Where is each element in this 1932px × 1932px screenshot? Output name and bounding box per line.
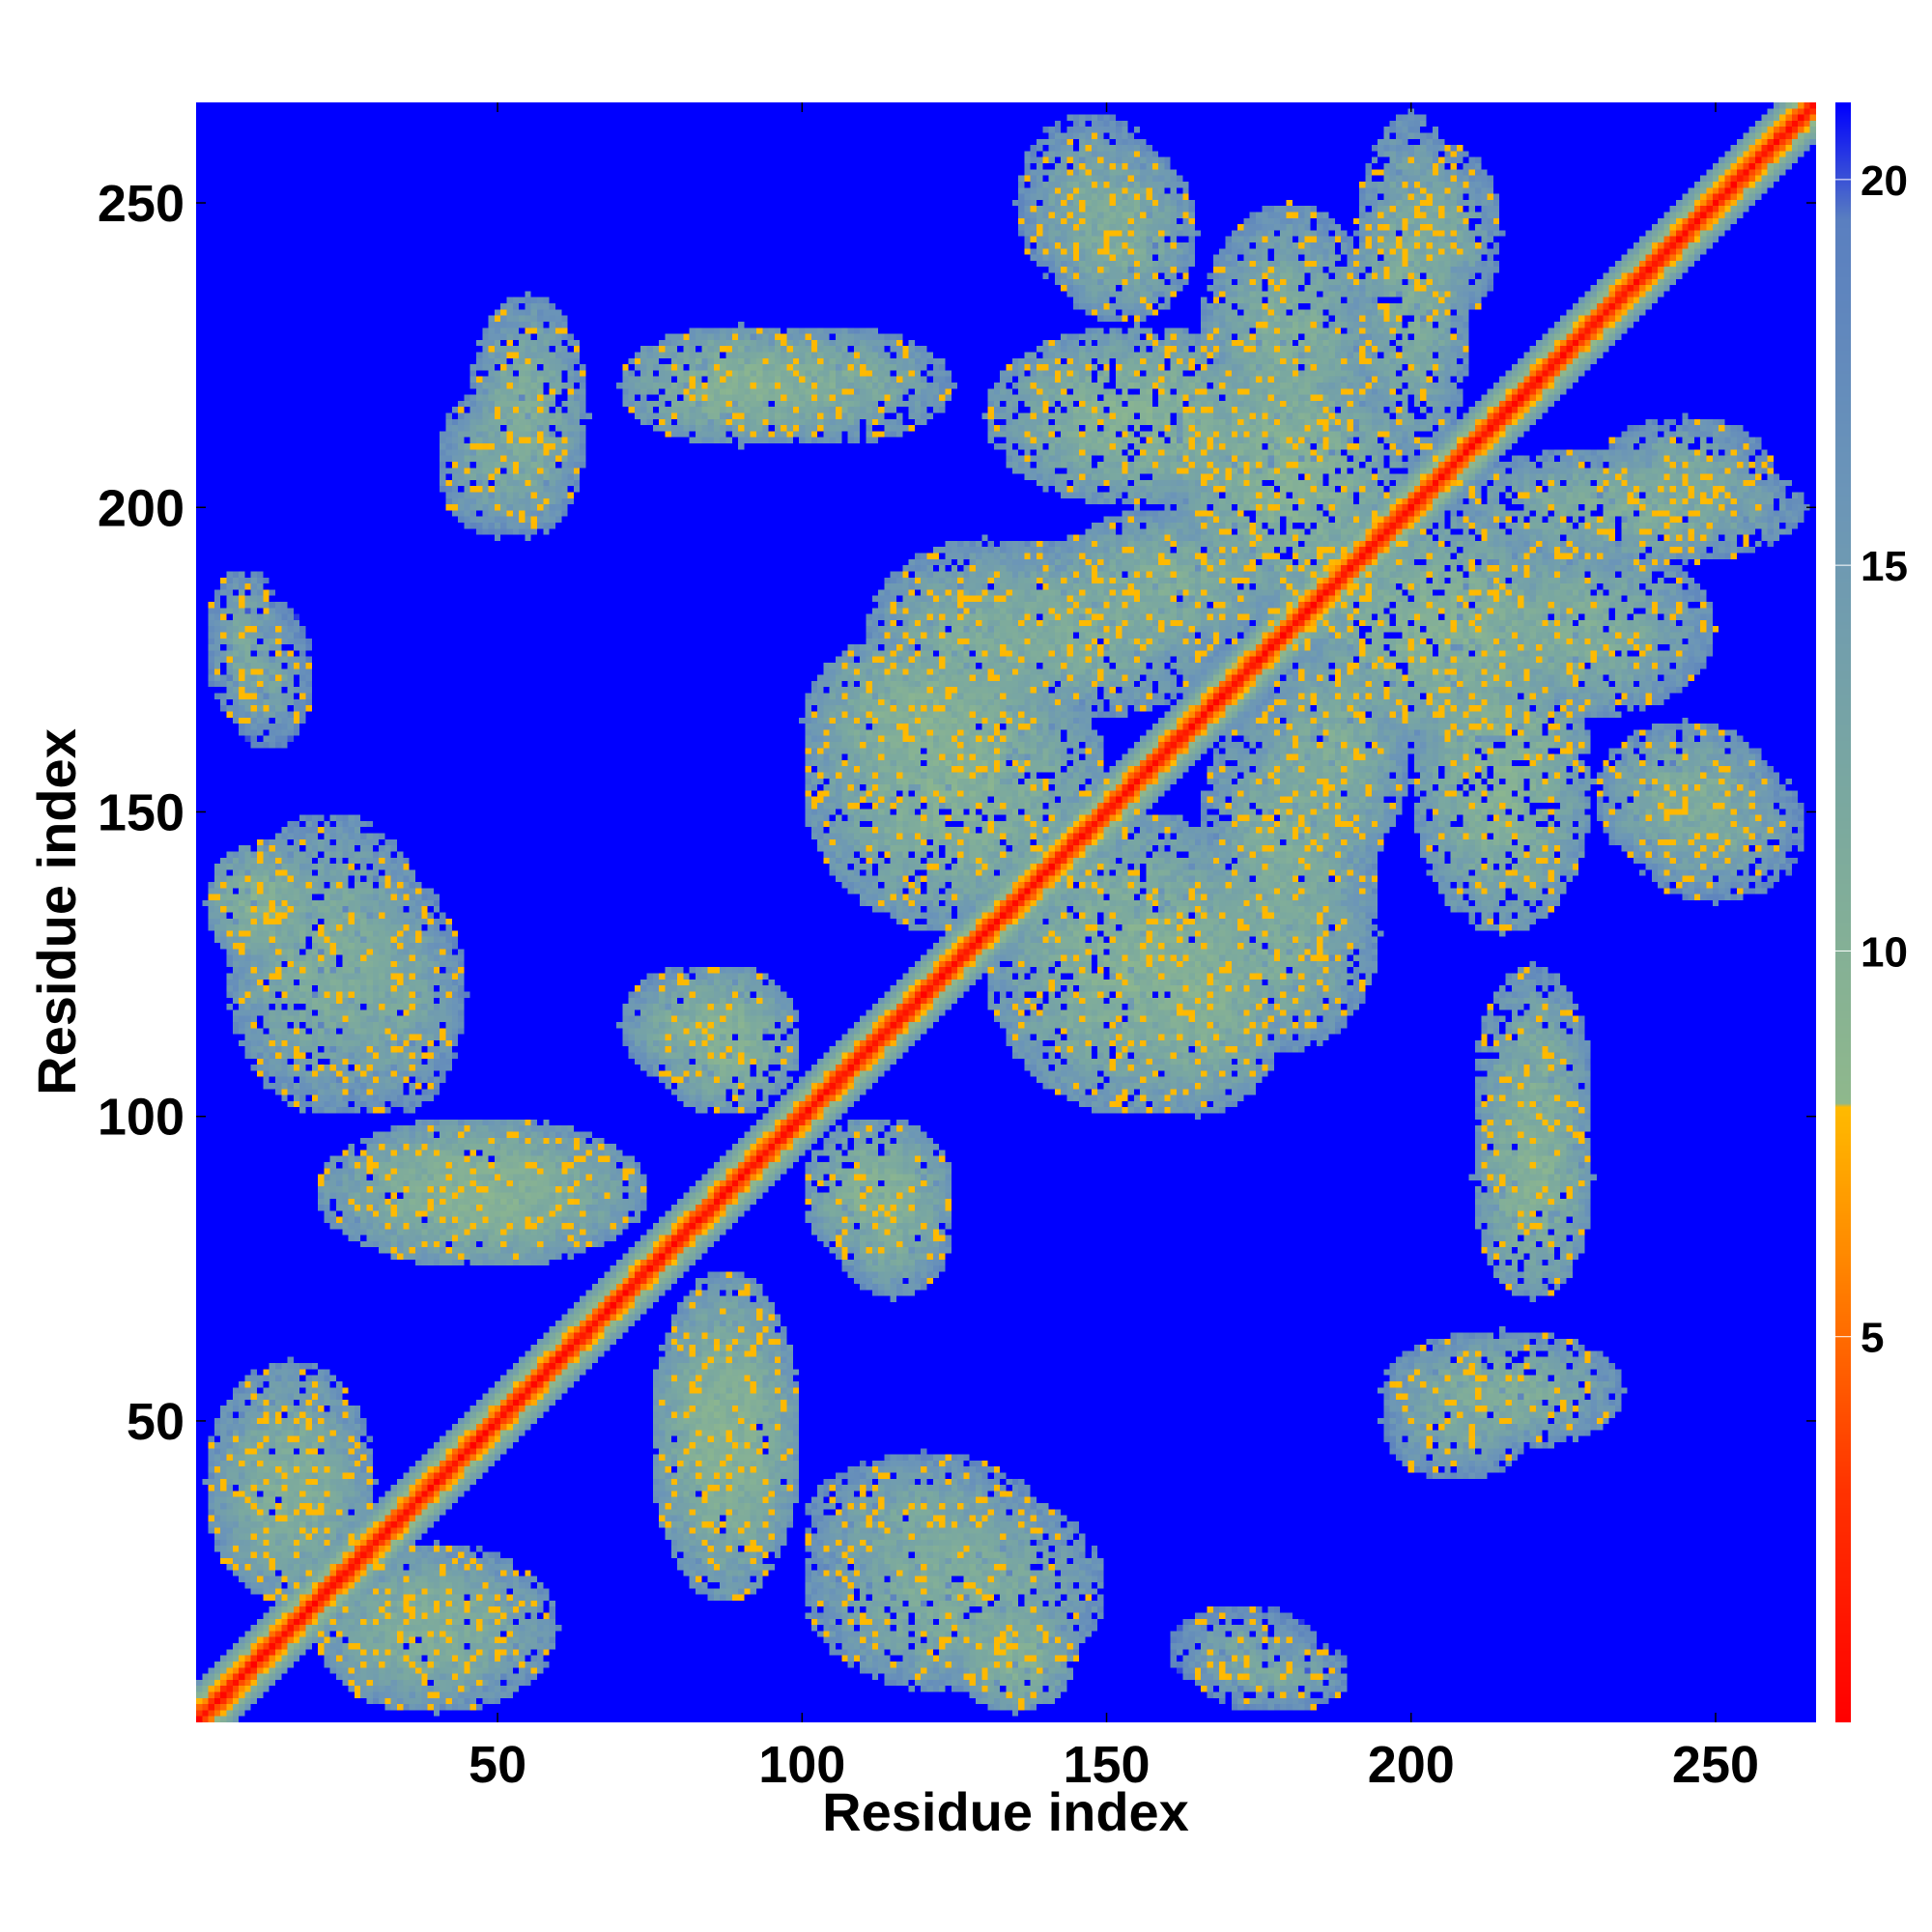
colorbar-tick-label: 15 [1861,543,1908,590]
colorbar-tick-label: 10 [1861,928,1908,976]
x-axis-title: Residue index [822,1781,1189,1842]
y-tick-label: 100 [98,1089,185,1147]
y-tick-label: 150 [98,783,185,841]
colorbar-ticks: 5 10 15 20 [1835,157,1908,1362]
y-tick-label: 200 [98,479,185,537]
heatmap-plot-area [196,102,1816,1722]
x-tick-label: 250 [1672,1736,1759,1794]
x-axis-ticks: 50 100 150 200 250 [469,102,1759,1794]
colorbar [1835,102,1851,1722]
y-axis-title: Residue index [26,728,87,1095]
colorbar-tick-label: 20 [1861,157,1908,205]
x-tick-label: 150 [1063,1736,1150,1794]
y-tick-label: 50 [127,1393,185,1451]
y-tick-label: 250 [98,175,185,233]
y-axis-ticks: 50 100 150 200 250 [98,175,1816,1451]
x-tick-label: 50 [469,1736,526,1794]
colorbar-tick-label: 5 [1861,1315,1884,1362]
x-tick-label: 200 [1368,1736,1455,1794]
x-tick-label: 100 [758,1736,845,1794]
